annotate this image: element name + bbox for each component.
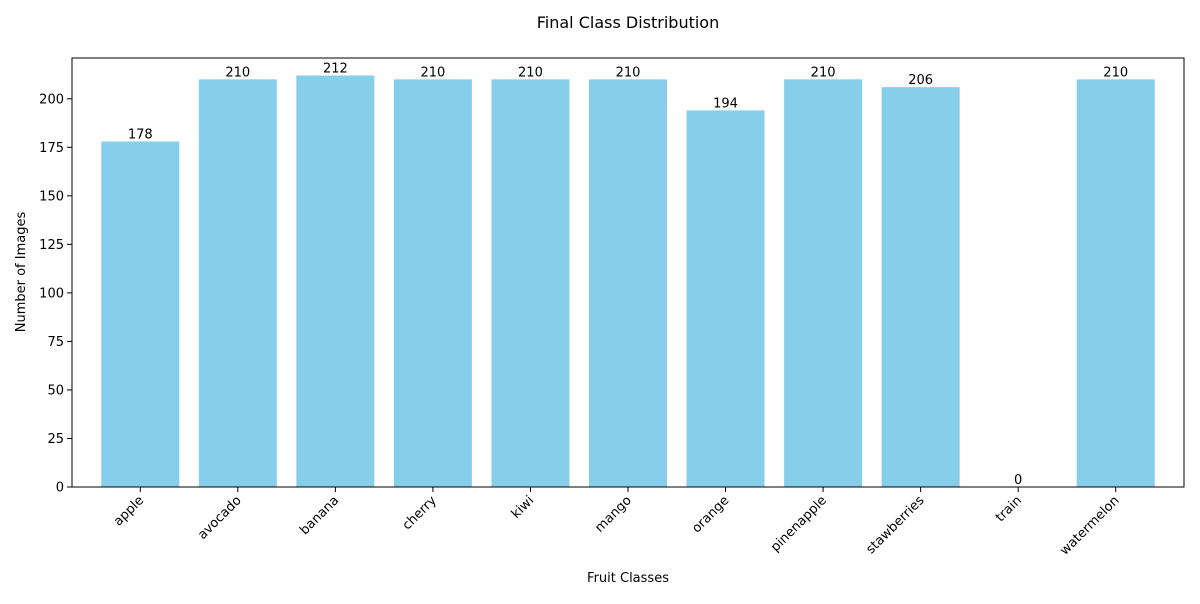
x-tick-label-train: train <box>993 493 1025 525</box>
y-tick-label: 0 <box>56 481 64 496</box>
x-tick-label-kiwi: kiwi <box>509 493 538 522</box>
y-tick-label: 25 <box>47 432 64 447</box>
data-label-avocado: 210 <box>225 65 250 80</box>
chart-title: Final Class Distribution <box>537 13 719 32</box>
bar-mango <box>588 79 668 487</box>
y-tick-label: 125 <box>39 238 64 253</box>
x-tick-label-orange: orange <box>689 493 732 536</box>
data-label-kiwi: 210 <box>518 65 543 80</box>
x-tick-label-pinenapple: pinenapple <box>768 493 830 555</box>
data-label-orange: 194 <box>713 96 738 111</box>
x-tick-label-avocado: avocado <box>195 493 244 542</box>
bar-banana <box>296 75 375 487</box>
bar-cherry <box>393 79 472 487</box>
data-label-apple: 178 <box>128 127 153 142</box>
y-axis-label: Number of Images <box>14 212 29 333</box>
data-label-pinenapple: 210 <box>811 65 836 80</box>
plot-area: 178 210 212 210 210 210 194 210 206 0 210 0 25 50 75 10… <box>39 57 1185 558</box>
bar-pinenapple <box>784 79 863 487</box>
y-tick-label: 200 <box>39 92 64 107</box>
bar-stawberries <box>881 87 960 488</box>
y-tick-label: 75 <box>47 335 64 350</box>
x-tick-label-cherry: cherry <box>400 493 440 533</box>
y-tick-label: 175 <box>39 141 64 156</box>
y-tick-label: 100 <box>39 286 64 301</box>
y-tick-label: 150 <box>39 189 64 204</box>
data-label-cherry: 210 <box>420 65 445 80</box>
x-tick-label-watermelon: watermelon <box>1057 493 1122 558</box>
bar-avocado <box>198 79 277 487</box>
data-label-watermelon: 210 <box>1103 65 1128 80</box>
data-label-train: 0 <box>1014 473 1022 488</box>
x-tick-label-mango: mango <box>592 493 635 536</box>
x-axis-label: Fruit Classes <box>587 571 669 586</box>
y-tick-label: 50 <box>47 383 64 398</box>
x-tick-label-apple: apple <box>111 493 147 529</box>
bar-kiwi <box>491 79 570 487</box>
bar-watermelon <box>1076 79 1155 487</box>
bar-apple <box>101 141 180 487</box>
data-label-stawberries: 206 <box>908 73 933 88</box>
data-label-banana: 212 <box>323 61 348 76</box>
bar-orange <box>686 110 765 487</box>
data-label-mango: 210 <box>616 65 641 80</box>
x-tick-label-stawberries: stawberries <box>863 493 927 557</box>
x-tick-label-banana: banana <box>297 493 342 538</box>
